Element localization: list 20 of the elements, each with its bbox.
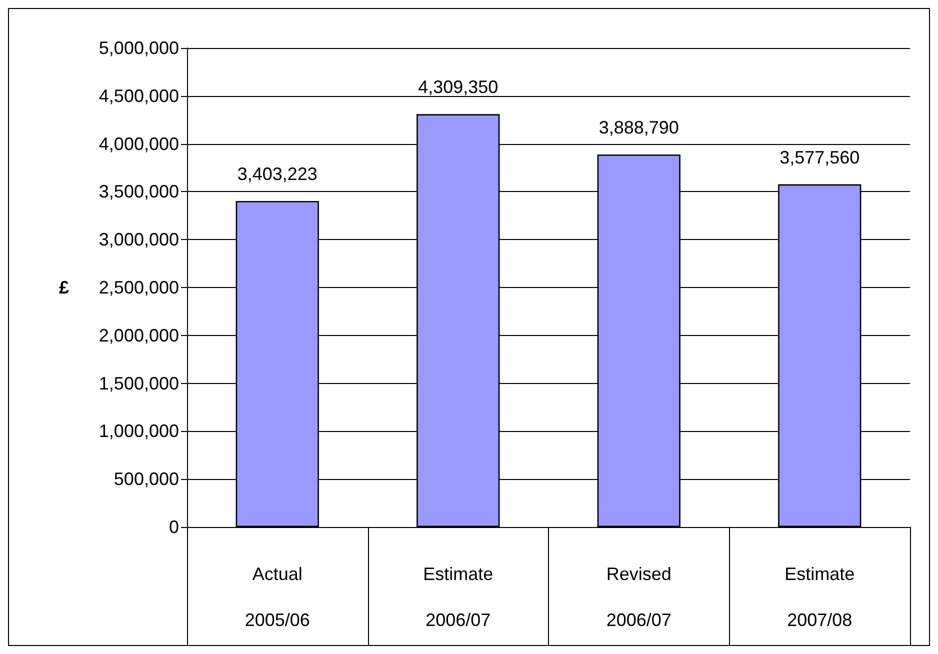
y-axis-title: £ [58,278,69,298]
data-label: 3,577,560 [780,147,860,168]
y-tick-label: 4,500,000 [98,86,179,106]
category-label: Actual 2005/06 [244,564,310,630]
y-tick-label: 500,000 [114,469,179,490]
category-label: Revised 2006/07 [606,564,672,630]
category-label: Estimate 2007/08 [784,564,855,630]
data-label: 3,403,223 [237,164,318,184]
y-tick-label: 1,000,000 [98,421,179,442]
y-tick-label: 0 [168,517,179,537]
y-tick-label: 3,500,000 [98,182,179,202]
data-label: 4,309,350 [418,77,498,98]
y-tick-label: 4,000,000 [98,134,179,154]
y-tick-label: 2,500,000 [98,278,179,298]
data-label: 3,888,790 [598,117,679,138]
category-label: Estimate 2006/07 [423,564,494,630]
y-tick-label: 1,500,000 [98,373,179,394]
y-tick-label: 3,000,000 [98,230,179,250]
y-tick-label: 5,000,000 [98,38,179,58]
y-tick-label: 2,000,000 [98,325,179,346]
